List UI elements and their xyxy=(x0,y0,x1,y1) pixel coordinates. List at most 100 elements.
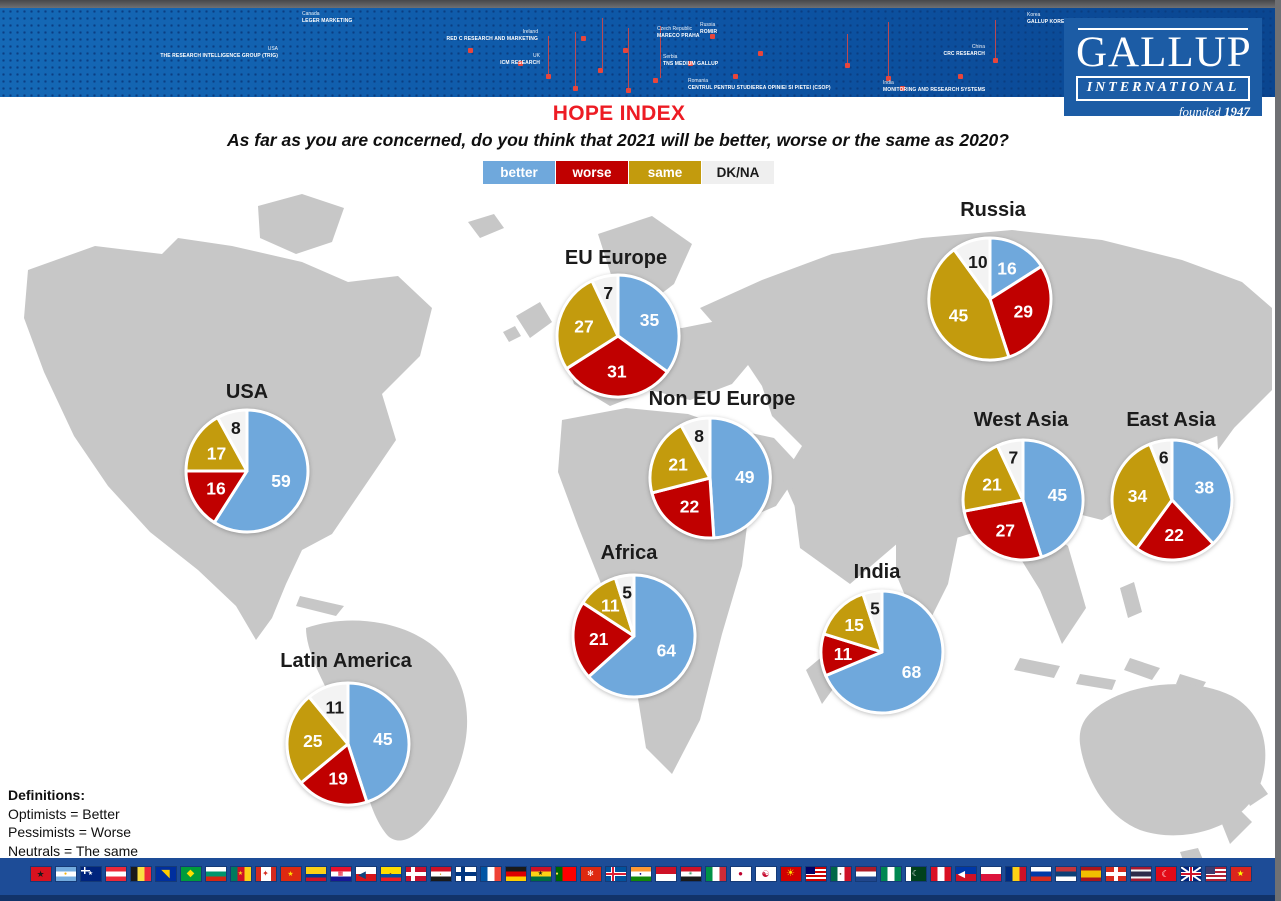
pie-value-label: 8 xyxy=(694,426,704,446)
flag-usa xyxy=(1205,867,1226,881)
logo-name: GALLUP xyxy=(1076,29,1252,76)
legend: better worse same DK/NA xyxy=(483,161,774,184)
marker-line xyxy=(548,36,549,74)
flag-netherlands xyxy=(855,867,876,881)
pie-slice-dkna xyxy=(590,273,620,338)
pie-value-label: 11 xyxy=(601,595,620,615)
continent-shape xyxy=(1014,658,1060,678)
pie-value-label: 45 xyxy=(373,729,393,749)
office-org: TNS MEDIUM GALLUP xyxy=(663,60,719,67)
pie-slice-dkna xyxy=(996,438,1025,502)
pie-slice-same xyxy=(285,695,350,785)
pie-value-label: 38 xyxy=(1195,478,1215,498)
office-label: Romania CENTRUL PENTRU STUDIEREA OPINIEI … xyxy=(688,78,853,91)
office-label: UK ICM RESEARCH xyxy=(440,53,540,66)
pie-slice-same xyxy=(184,416,249,473)
pie-value-label: 49 xyxy=(735,467,755,487)
legend-item-dkna: DK/NA xyxy=(702,161,774,184)
legend-item-better: better xyxy=(483,161,555,184)
continent-shape xyxy=(1242,780,1268,806)
region-title-east-asia: East Asia xyxy=(1126,409,1216,431)
pie-value-label: 21 xyxy=(982,475,1002,495)
pie-slice-worse xyxy=(565,334,669,399)
flag-austria xyxy=(105,867,126,881)
office-label: Russia ROMIR xyxy=(700,22,760,35)
flag-japan: ● xyxy=(730,867,751,881)
flag-emblem: ◆ xyxy=(186,868,195,879)
marker-dot xyxy=(845,63,850,68)
region-title-india: India xyxy=(853,561,901,583)
legend-label: DK/NA xyxy=(716,165,760,180)
marker-dot xyxy=(623,48,628,53)
flag-philippines: ◄ xyxy=(955,867,976,881)
flag-ecuador: ● xyxy=(380,867,401,881)
flag-bulgaria xyxy=(205,867,226,881)
region-title-non-eu-europe: Non EU Europe xyxy=(648,388,796,410)
pie-value-label: 5 xyxy=(870,598,880,618)
pie-value-label: 15 xyxy=(844,615,864,635)
flag-cameroon: ★ xyxy=(230,867,251,881)
pie-svg: 68 11 15 5 xyxy=(819,589,945,715)
pie-value-label: 7 xyxy=(603,283,613,303)
flag-emblem: ☀ xyxy=(786,868,795,879)
office-label: USA THE RESEARCH INTELLIGENCE GROUP (TRIG… xyxy=(148,46,278,59)
pie-svg: 38 22 34 6 xyxy=(1110,438,1234,562)
pie-slice-same xyxy=(961,444,1025,513)
pie-slice-better xyxy=(587,573,697,699)
pie-value-label: 21 xyxy=(668,455,688,475)
marker-dot xyxy=(993,58,998,63)
office-label: Serbia TNS MEDIUM GALLUP xyxy=(663,54,783,67)
flag-cross xyxy=(455,872,476,876)
office-label: Korea GALLUP KOREA xyxy=(1027,12,1117,25)
flag-serbia xyxy=(1055,867,1076,881)
marker-line xyxy=(660,26,661,78)
flag-emblem: ★ xyxy=(36,868,45,879)
continent-shape xyxy=(1222,810,1252,844)
pie-value-label: 45 xyxy=(949,305,969,325)
pie-svg: 49 22 21 8 xyxy=(648,416,772,540)
region-title-usa: USA xyxy=(225,381,269,403)
continent-shape xyxy=(468,214,504,238)
definition-optimists: Optimists = Better xyxy=(8,805,120,822)
flag-albania: ★ xyxy=(30,867,51,881)
flag-bosnia-and-herzegovina: ◥ xyxy=(155,867,176,881)
region-title-africa: Africa xyxy=(600,542,658,564)
pie-value-label: 11 xyxy=(326,698,345,718)
continent-shape xyxy=(1079,684,1266,836)
logo-founded-year: 1947 xyxy=(1224,104,1250,119)
marker-dot xyxy=(626,88,631,93)
flag-egypt: ● xyxy=(430,867,451,881)
flag-turkey: ☾ xyxy=(1155,867,1176,881)
office-country: Romania xyxy=(688,78,709,84)
flag-emblem: ★ xyxy=(1236,869,1245,878)
pie-value-label: 21 xyxy=(589,629,609,649)
logo-founded-label: founded xyxy=(1178,104,1221,119)
flag-indonesia xyxy=(655,867,676,881)
flag-cross xyxy=(1105,872,1126,876)
flag-malaysia xyxy=(805,867,826,881)
logo-founded: founded 1947 xyxy=(1076,104,1250,120)
office-org: LEGER MARKETING xyxy=(302,17,353,24)
pie-slice-better xyxy=(346,681,411,804)
pie-value-label: 5 xyxy=(622,582,632,602)
pie-value-label: 16 xyxy=(997,258,1017,278)
flag-thailand xyxy=(1130,867,1151,881)
flag-italy xyxy=(705,867,726,881)
flag-belgium xyxy=(130,867,151,881)
pie-value-label: 17 xyxy=(207,443,226,463)
marker-line xyxy=(995,20,996,58)
flag-ghana: ★ xyxy=(530,867,551,881)
pie-value-label: 45 xyxy=(1048,485,1068,505)
definition-pessimists: Pessimists = Worse xyxy=(8,824,132,840)
pie-eu-europe: 35 31 27 7 xyxy=(552,270,684,402)
banner-dot-map xyxy=(0,8,1275,97)
flag-czech-republic: ◄ xyxy=(355,867,376,881)
office-country: USA xyxy=(267,46,278,52)
office-org: ROMIR xyxy=(700,28,718,35)
flag-canton xyxy=(805,867,815,874)
continent-shape xyxy=(1120,582,1142,618)
pie-slice-better xyxy=(1170,438,1234,546)
legend-label: worse xyxy=(572,165,612,180)
gallup-logo: GALLUP INTERNATIONAL founded 1947 xyxy=(1064,18,1262,119)
office-label: Ireland RED C RESEARCH AND MARKETING xyxy=(408,29,538,42)
